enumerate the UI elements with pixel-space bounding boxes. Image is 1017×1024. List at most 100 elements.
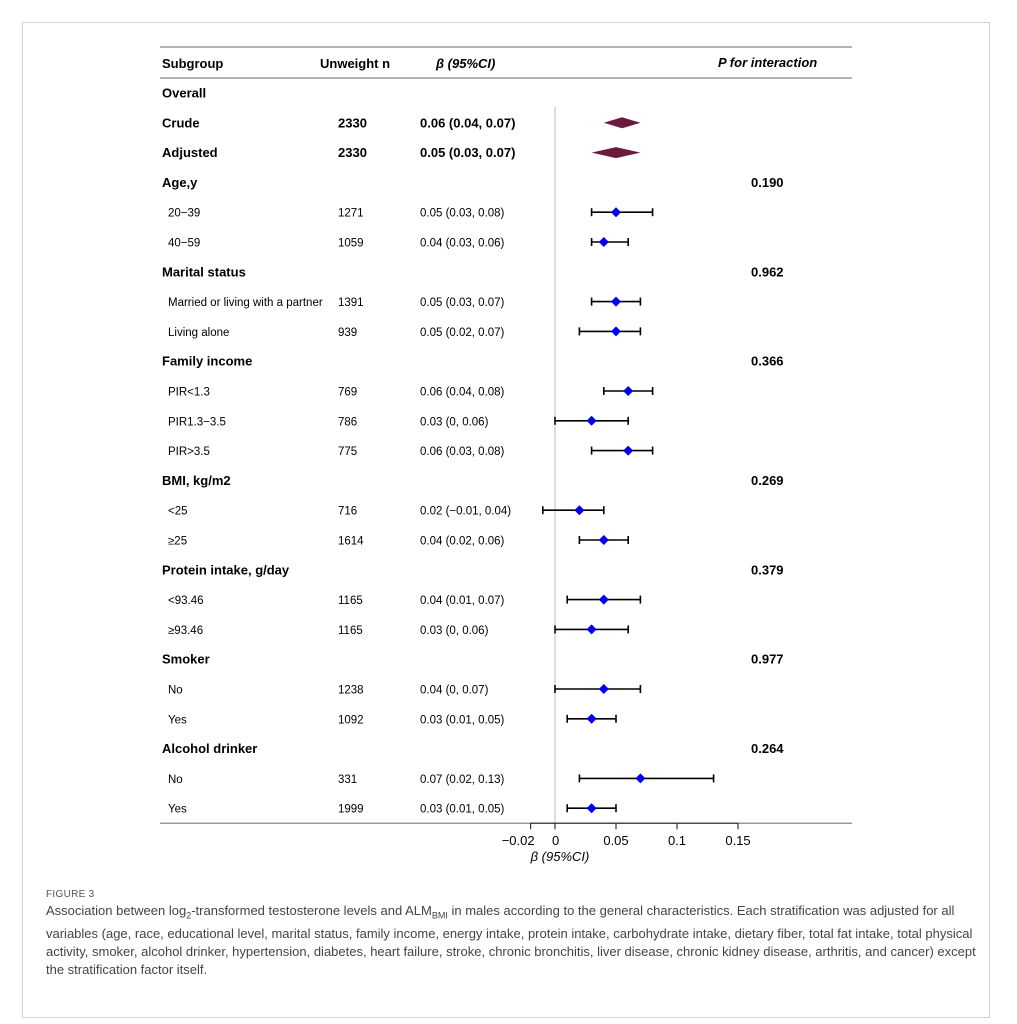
- row-label: Married or living with a partner: [168, 297, 323, 309]
- row-n: 331: [338, 774, 357, 786]
- row-n: 939: [338, 327, 357, 339]
- row-label: <93.46: [168, 595, 204, 607]
- row-n: 2330: [338, 115, 367, 130]
- row-n: 1165: [338, 625, 363, 637]
- forest-plot: Subgroup Unweight n β (95%CI) P for interac…: [160, 46, 852, 864]
- caption-part: in males according to the general charac…: [46, 903, 976, 977]
- figure-label: FIGURE 3: [46, 889, 95, 900]
- row-n: 1092: [338, 714, 364, 726]
- row-beta: 0.03 (0.01, 0.05): [420, 804, 505, 816]
- caption-part: Association between log: [46, 903, 187, 918]
- row-n: 2330: [338, 145, 367, 160]
- row-label: Living alone: [168, 327, 229, 339]
- p-interaction: 0.366: [751, 354, 784, 369]
- row-n: 1999: [338, 804, 364, 816]
- point-estimate: [598, 535, 609, 545]
- point-estimate: [623, 386, 634, 396]
- row-beta: 0.05 (0.02, 0.07): [420, 327, 505, 339]
- point-estimate: [598, 237, 609, 247]
- row-n: 786: [338, 416, 357, 428]
- row-label: 20−39: [168, 208, 200, 220]
- row-n: 716: [338, 506, 357, 518]
- row-n: 1165: [338, 595, 363, 607]
- summary-diamond: [603, 117, 641, 129]
- row-n: 769: [338, 387, 357, 399]
- x-tick-label: 0.1: [668, 833, 686, 848]
- group-label: Age,y: [162, 175, 198, 190]
- group-label: Alcohol drinker: [162, 741, 257, 756]
- row-label: No: [168, 685, 183, 697]
- row-label: Yes: [168, 804, 187, 816]
- caption-subscript: 2: [186, 910, 192, 921]
- figure-frame: [22, 22, 990, 1018]
- header-subgroup: Subgroup: [162, 56, 223, 71]
- row-label: PIR<1.3: [168, 387, 210, 399]
- p-interaction: 0.977: [751, 652, 784, 667]
- x-tick-label: 0: [552, 833, 559, 848]
- x-axis-label: β (95%CI): [530, 849, 590, 864]
- p-interaction: 0.269: [751, 473, 784, 488]
- row-label: PIR1.3−3.5: [168, 416, 226, 428]
- row-label: No: [168, 774, 183, 786]
- point-estimate: [586, 624, 597, 635]
- row-label: <25: [168, 506, 188, 518]
- row-label: ≥93.46: [168, 625, 203, 637]
- row-label: Yes: [168, 714, 187, 726]
- row-beta: 0.06 (0.04, 0.08): [420, 387, 505, 399]
- row-beta: 0.04 (0.03, 0.06): [420, 238, 505, 250]
- group-label: Family income: [162, 354, 252, 369]
- row-beta: 0.06 (0.04, 0.07): [420, 115, 515, 130]
- row-beta: 0.03 (0.01, 0.05): [420, 714, 505, 726]
- row-beta: 0.02 (−0.01, 0.04): [420, 506, 511, 518]
- group-label: BMI, kg/m2: [162, 473, 231, 488]
- point-estimate: [586, 415, 597, 426]
- row-beta: 0.07 (0.02, 0.13): [420, 774, 505, 786]
- p-interaction: 0.962: [751, 264, 784, 279]
- row-beta: 0.03 (0, 0.06): [420, 416, 489, 428]
- point-estimate: [598, 594, 609, 605]
- row-beta: 0.04 (0.02, 0.06): [420, 536, 505, 548]
- point-estimate: [611, 207, 621, 218]
- row-beta: 0.05 (0.03, 0.07): [420, 145, 515, 160]
- row-label: PIR>3.5: [168, 446, 210, 458]
- x-tick-label: 0.15: [725, 833, 750, 848]
- row-n: 1238: [338, 685, 364, 697]
- row-label: Crude: [162, 115, 200, 130]
- point-estimate: [611, 326, 621, 337]
- point-estimate: [574, 505, 585, 516]
- row-label: Adjusted: [162, 145, 218, 160]
- row-n: 775: [338, 446, 357, 458]
- row-beta: 0.04 (0, 0.07): [420, 685, 489, 697]
- group-label: Marital status: [162, 264, 246, 279]
- p-interaction: 0.379: [751, 562, 784, 577]
- point-estimate: [635, 773, 646, 784]
- p-interaction: 0.264: [751, 741, 784, 756]
- p-interaction: 0.190: [751, 175, 784, 190]
- group-label: Protein intake, g/day: [162, 562, 290, 577]
- point-estimate: [611, 296, 621, 307]
- row-n: 1059: [338, 238, 364, 250]
- row-beta: 0.06 (0.03, 0.08): [420, 446, 505, 458]
- point-estimate: [598, 684, 609, 694]
- x-tick-label: 0.05: [603, 833, 628, 848]
- row-n: 1271: [338, 208, 364, 220]
- row-beta: 0.03 (0, 0.06): [420, 625, 489, 637]
- point-estimate: [586, 803, 597, 814]
- row-label: ≥25: [168, 536, 187, 548]
- row-beta: 0.05 (0.03, 0.08): [420, 208, 505, 220]
- row-n: 1391: [338, 297, 364, 309]
- point-estimate: [623, 445, 634, 456]
- group-label: Smoker: [162, 652, 210, 667]
- summary-diamond: [591, 147, 641, 159]
- caption-part: -transformed testosterone levels and ALM: [191, 903, 432, 918]
- row-n: 1614: [338, 536, 364, 548]
- row-label: 40−59: [168, 238, 200, 250]
- point-estimate: [586, 713, 597, 724]
- row-beta: 0.05 (0.03, 0.07): [420, 297, 505, 309]
- group-label: Overall: [162, 86, 206, 101]
- row-beta: 0.04 (0.01, 0.07): [420, 595, 505, 607]
- caption-subscript: BMI: [431, 910, 448, 921]
- x-tick-label: −0.02: [502, 833, 535, 848]
- header-beta: β (95%CI): [435, 56, 495, 71]
- header-p: P for interaction: [718, 55, 817, 70]
